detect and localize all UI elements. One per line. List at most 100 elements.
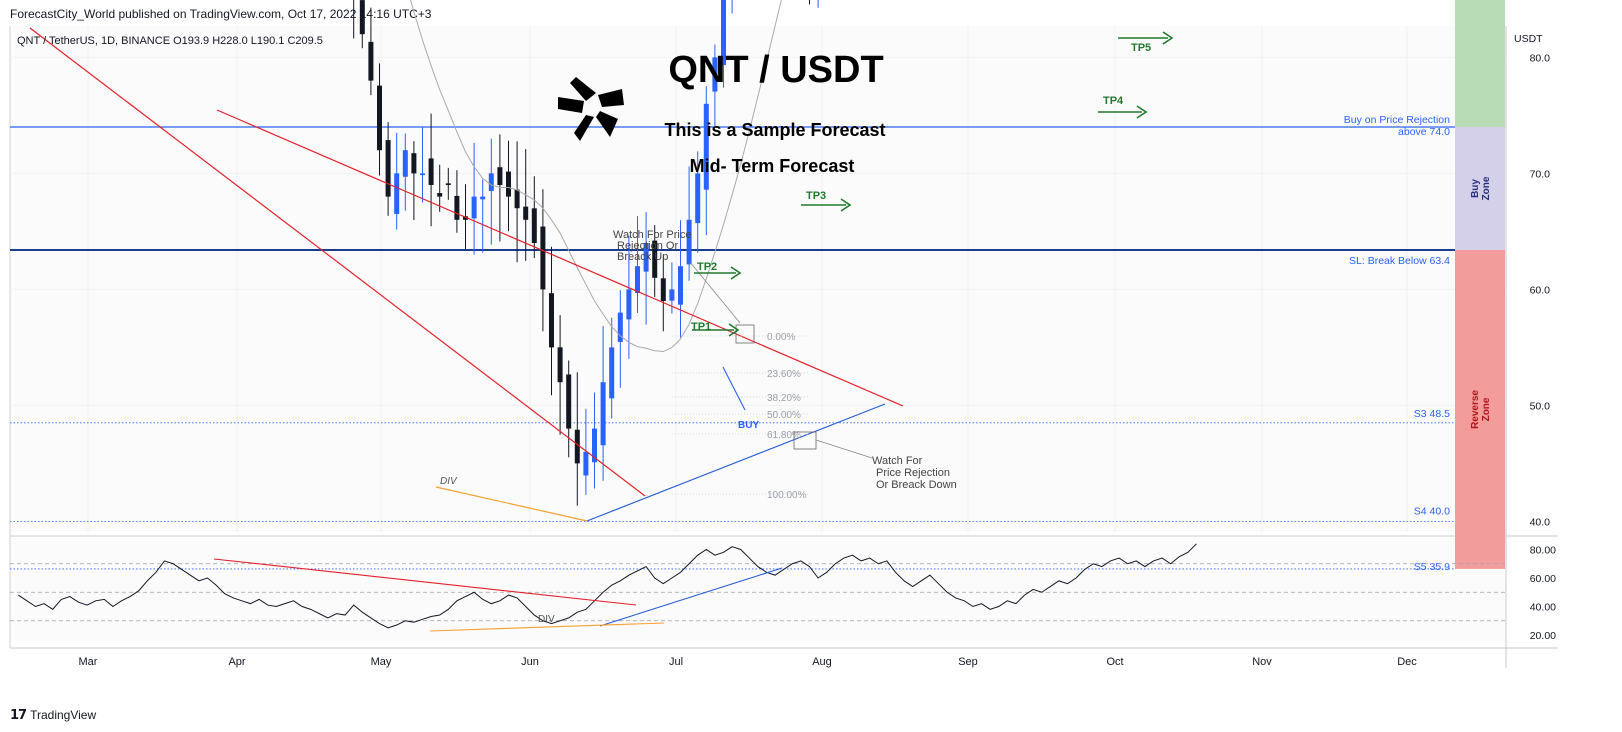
time-tick-label: Aug [812, 656, 832, 668]
support-label: S4 40.0 [1414, 505, 1450, 517]
candle-body [368, 41, 374, 81]
candle-body [574, 429, 580, 464]
price-tick-label: 50.0 [1530, 400, 1551, 412]
forecast-subtitle: This is a Sample Forecast [664, 120, 885, 140]
target-arrow-head [1136, 105, 1148, 119]
candle-body [497, 167, 503, 185]
footer-brand: 𝟭𝟳 TradingView [10, 707, 96, 723]
candle-body [617, 312, 623, 342]
rsi-tick-label: 20.00 [1530, 630, 1556, 642]
rsi-divergence-line [213, 558, 637, 606]
uptrend-line [586, 403, 886, 522]
price-tick-label: 80.0 [1530, 52, 1551, 64]
candle-body [394, 173, 400, 214]
rsi-line [18, 543, 1197, 629]
target-arrow-head [730, 266, 742, 280]
zone-band [1455, 0, 1505, 127]
candle-body [514, 189, 520, 209]
buy-level-label: Buy on Price Rejection [1344, 114, 1450, 126]
rsi-pane-background [10, 538, 1506, 641]
watch-down-annotation: Or Breack Down [876, 479, 957, 491]
downtrend-line [216, 109, 904, 407]
watch-up-annotation: Rejection Or [617, 240, 678, 252]
time-tick-label: Nov [1252, 656, 1272, 668]
fib-level-label: 0.00% [767, 332, 795, 343]
fib-level-label: 50.00% [767, 410, 801, 421]
candle-body [480, 196, 486, 200]
pair-title: QNT / USDT [668, 49, 883, 91]
downtrend-line [29, 27, 646, 497]
candle-body [686, 219, 692, 265]
tradingview-logo-icon: 𝟭𝟳 [10, 707, 27, 722]
target-arrow-label: TP5 [1131, 42, 1151, 54]
time-tick-label: Dec [1397, 656, 1417, 668]
callout-line [689, 261, 741, 324]
callout-line [815, 439, 873, 459]
target-arrow-head [1162, 31, 1174, 45]
candle-body [437, 193, 443, 197]
target-arrow-label: TP3 [806, 190, 826, 202]
candle-body [523, 206, 529, 220]
candle-body [402, 150, 408, 177]
qnt-logo-icon [558, 77, 624, 141]
buy-marker-line [722, 366, 746, 411]
price-tick-label: 60.0 [1530, 284, 1551, 296]
time-tick-label: Apr [228, 656, 245, 668]
candle-body [695, 173, 701, 224]
candle-body [428, 158, 434, 185]
candle-body [557, 347, 563, 383]
price-box-marker [793, 431, 817, 450]
candle-body [643, 243, 649, 272]
price-tick-label: 40.0 [1530, 516, 1551, 528]
time-tick-label: Jun [521, 656, 539, 668]
symbol-ohlc-line: QNT / TetherUS, 1D, BINANCE O193.9 H228.… [17, 35, 323, 47]
candle-body [549, 293, 554, 348]
zones-layer: profit zoneBuyZoneReverseZone [1455, 0, 1505, 569]
candle-body [506, 171, 511, 197]
midterm-subtitle: Mid- Term Forecast [690, 156, 855, 176]
candle-body [488, 173, 494, 191]
candle-body [635, 266, 640, 294]
rsi-tick-label: 60.00 [1530, 573, 1556, 585]
time-tick-label: Sep [958, 656, 978, 668]
fib-level-label: 23.60% [767, 369, 801, 380]
candle-body [626, 289, 632, 320]
footer-brand-label: TradingView [30, 708, 97, 722]
target-arrow-label: TP4 [1103, 95, 1124, 107]
candle-body [445, 183, 451, 185]
candle-body [660, 278, 666, 301]
candle-body [652, 240, 658, 278]
buy-level-label: above 74.0 [1398, 126, 1450, 138]
candle-body [385, 140, 391, 197]
time-tick-label: May [371, 656, 392, 668]
support-label: S5 35.9 [1414, 561, 1450, 573]
time-tick-label: Jul [669, 656, 683, 668]
candle-body [471, 196, 477, 219]
candle-body [454, 195, 460, 220]
rsi-divergence-label: DIV [538, 614, 555, 625]
zone-label: BuyZone [1470, 176, 1492, 200]
zone-band [1455, 249, 1505, 569]
buy-marker-label: BUY [738, 420, 759, 431]
support-label: S3 48.5 [1414, 408, 1450, 420]
target-arrow-label: TP2 [697, 261, 717, 273]
target-arrow-label: TP1 [691, 321, 711, 333]
candles-layer [353, 0, 819, 506]
axis-layer: 40.050.060.070.080.090.0100.0110.0120.01… [79, 33, 1557, 668]
price-box-marker [735, 324, 755, 344]
candle-body [359, 0, 365, 35]
fib-level-label: 38.20% [767, 393, 801, 404]
divergence-label: DIV [440, 476, 458, 487]
price-tick-label: 70.0 [1530, 168, 1551, 180]
watch-up-annotation: Watch For Price [613, 229, 691, 241]
target-arrow-head [728, 323, 740, 337]
rsi-layer: DIV [10, 543, 1506, 632]
time-tick-label: Oct [1106, 656, 1123, 668]
fib-level-label: 61.80% [767, 430, 801, 441]
publisher-header: ForecastCity_World published on TradingV… [10, 7, 432, 21]
candle-body [712, 57, 718, 92]
moving-average-line [409, 0, 782, 353]
rsi-orange-line [429, 622, 665, 632]
time-tick-label: Mar [79, 656, 98, 668]
